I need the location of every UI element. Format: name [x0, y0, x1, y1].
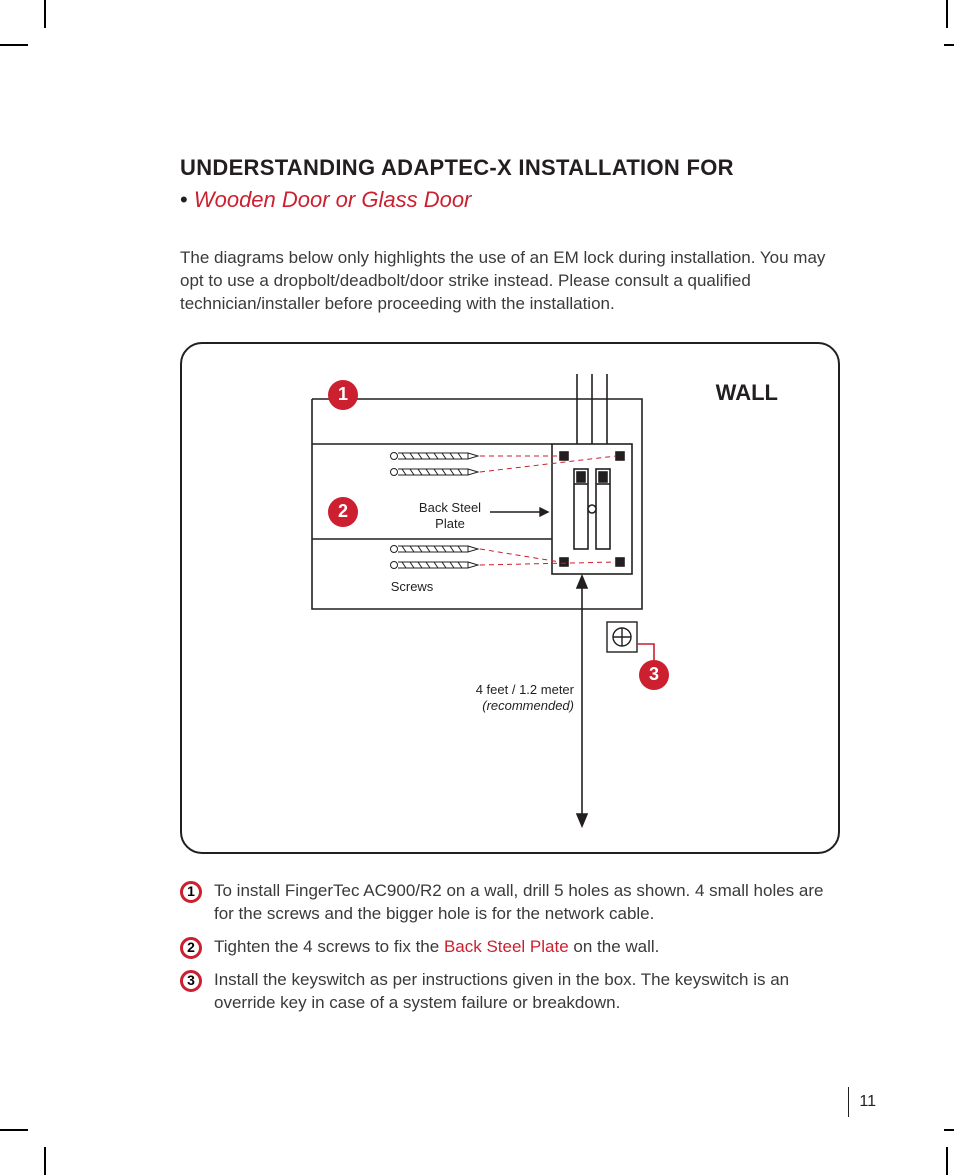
diagram-badge-3: 3 — [639, 660, 669, 690]
page-number: 11 — [848, 1087, 876, 1117]
diagram-badge-2: 2 — [328, 497, 358, 527]
intro-paragraph: The diagrams below only highlights the u… — [180, 247, 840, 316]
step-item: 2 Tighten the 4 screws to fix the Back S… — [180, 936, 840, 959]
step-text: Tighten the 4 screws to fix the Back Ste… — [214, 936, 840, 959]
step-list: 1 To install FingerTec AC900/R2 on a wal… — [180, 880, 840, 1015]
step-number-icon: 1 — [180, 881, 202, 903]
diagram-badge-1: 1 — [328, 380, 358, 410]
label-screws: Screws — [382, 579, 442, 595]
installation-diagram: WALL — [180, 342, 840, 854]
step-text: Install the keyswitch as per instruction… — [214, 969, 840, 1015]
page-heading: UNDERSTANDING ADAPTEC-X INSTALLATION FOR — [180, 155, 840, 181]
step-text: To install FingerTec AC900/R2 on a wall,… — [214, 880, 840, 926]
label-back-steel-plate: Back SteelPlate — [410, 500, 490, 533]
step-number-icon: 3 — [180, 970, 202, 992]
page-subtitle: • Wooden Door or Glass Door — [180, 187, 840, 213]
step-number-icon: 2 — [180, 937, 202, 959]
step-item: 3 Install the keyswitch as per instructi… — [180, 969, 840, 1015]
step-item: 1 To install FingerTec AC900/R2 on a wal… — [180, 880, 840, 926]
label-height: 4 feet / 1.2 meter (recommended) — [444, 682, 574, 715]
